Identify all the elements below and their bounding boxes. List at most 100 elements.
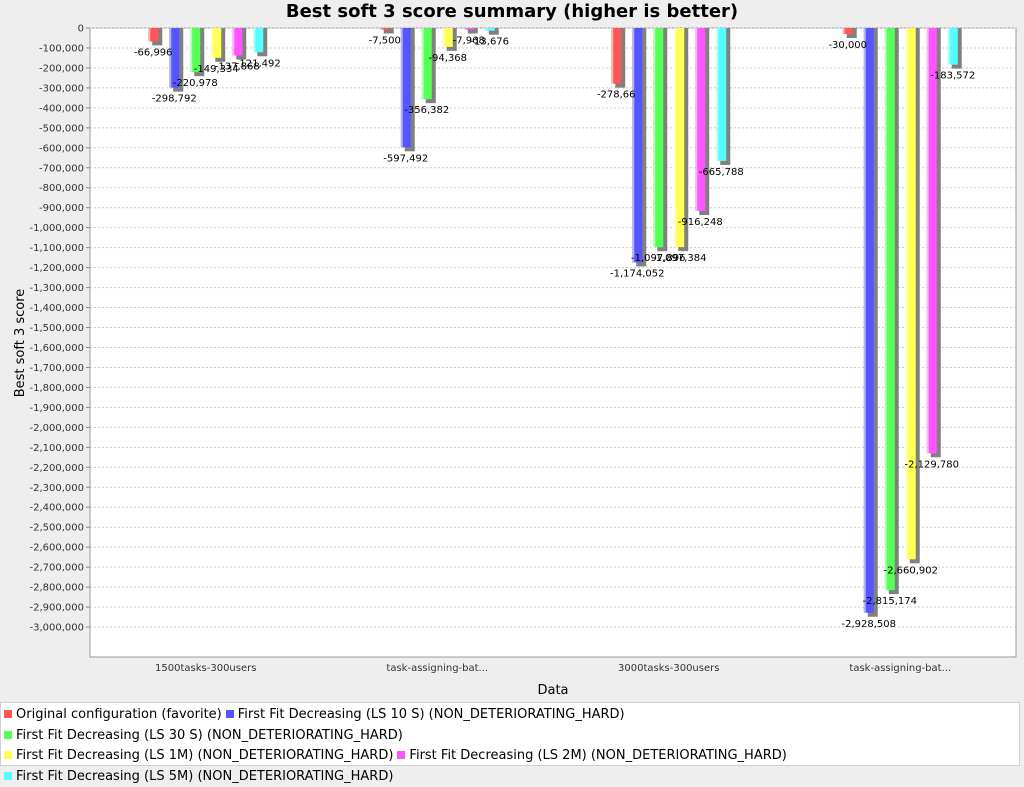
y-tick-label: -1,900,000	[29, 403, 84, 414]
data-label: -13,676	[470, 37, 509, 48]
legend-item: First Fit Decreasing (LS 2M) (NON_DETERI…	[397, 746, 786, 767]
y-tick-label: -2,100,000	[29, 443, 84, 454]
legend-item: First Fit Decreasing (LS 10 S) (NON_DETE…	[226, 705, 625, 726]
data-label: -2,129,780	[904, 459, 959, 470]
data-label: -2,660,902	[883, 565, 938, 576]
legend-item: First Fit Decreasing (LS 30 S) (NON_DETE…	[4, 726, 403, 747]
legend-label: First Fit Decreasing (LS 10 S) (NON_DETE…	[238, 707, 625, 722]
y-tick-label: -1,400,000	[29, 303, 84, 314]
y-tick-label: -2,900,000	[29, 603, 84, 614]
y-tick-label: -1,000,000	[29, 223, 84, 234]
data-label: -121,492	[236, 58, 281, 69]
y-tick-label: -2,400,000	[29, 503, 84, 514]
bar-highlight	[464, 28, 466, 30]
bar-highlight	[232, 28, 234, 56]
bar-highlight	[695, 28, 697, 211]
bar-highlight	[716, 28, 718, 161]
data-label: -2,815,174	[862, 596, 917, 607]
data-label: -278,66	[597, 90, 636, 101]
data-label: -30,000	[828, 40, 867, 51]
y-tick-label: 0	[78, 24, 84, 35]
y-axis-title: Best soft 3 score	[13, 289, 28, 398]
bar-highlight	[864, 28, 866, 613]
legend-swatch	[4, 710, 12, 718]
x-axis-title: Data	[537, 683, 568, 698]
y-tick-label: -2,600,000	[29, 543, 84, 554]
bar-highlight	[632, 28, 634, 262]
y-tick-label: -200,000	[39, 63, 84, 74]
bar-highlight	[380, 28, 382, 29]
y-tick-label: -1,600,000	[29, 343, 84, 354]
bar-highlight	[422, 28, 424, 99]
y-tick-label: -2,700,000	[29, 563, 84, 574]
data-label: -356,382	[404, 105, 449, 116]
data-label: -298,792	[152, 94, 197, 105]
y-tick-label: -3,000,000	[29, 623, 84, 634]
data-label: -94,368	[428, 53, 467, 64]
data-label: -1,097,384	[652, 253, 707, 264]
bar-highlight	[948, 28, 950, 65]
y-tick-label: -2,000,000	[29, 423, 84, 434]
bar-highlight	[674, 28, 676, 247]
data-label: -7,500	[369, 35, 401, 46]
bar-highlight	[906, 28, 908, 559]
bar-highlight	[885, 28, 887, 590]
bar-highlight	[253, 28, 255, 52]
bar-highlight	[653, 28, 655, 247]
y-tick-label: -2,800,000	[29, 583, 84, 594]
legend-swatch	[397, 751, 405, 759]
y-tick-label: -100,000	[39, 43, 84, 54]
category-label: task-assigning-bat...	[386, 663, 488, 674]
legend-swatch	[4, 731, 12, 739]
bar-highlight	[401, 28, 403, 147]
y-tick-label: -1,500,000	[29, 323, 84, 334]
legend-swatch	[226, 710, 234, 718]
legend-label: First Fit Decreasing (LS 2M) (NON_DETERI…	[409, 748, 786, 763]
category-label: 3000tasks-300users	[618, 663, 719, 674]
legend: Original configuration (favorite) First F…	[0, 702, 1020, 766]
y-tick-label: -1,800,000	[29, 383, 84, 394]
data-label: -66,996	[134, 47, 173, 58]
y-tick-label: -900,000	[39, 203, 84, 214]
data-label: -916,248	[678, 217, 723, 228]
legend-swatch	[4, 751, 12, 759]
y-tick-label: -2,500,000	[29, 523, 84, 534]
data-label: -220,978	[173, 78, 218, 89]
y-tick-label: -500,000	[39, 123, 84, 134]
y-tick-label: -1,100,000	[29, 243, 84, 254]
legend-swatch	[4, 772, 12, 780]
y-tick-label: -300,000	[39, 83, 84, 94]
x-axis-categories: 1500tasks-300users task-assigning-bat... 3…	[155, 663, 951, 674]
legend-item: First Fit Decreasing (LS 1M) (NON_DETERI…	[4, 746, 393, 767]
data-label: -183,572	[930, 71, 975, 82]
bar-chart: 0 -100,000 -200,000 -300,000 -400,000 -500,00…	[0, 0, 1024, 702]
data-label: -1,174,052	[610, 268, 665, 279]
y-tick-label: -1,700,000	[29, 363, 84, 374]
legend-label: First Fit Decreasing (LS 30 S) (NON_DETE…	[16, 728, 403, 743]
legend-label: First Fit Decreasing (LS 1M) (NON_DETERI…	[16, 748, 393, 763]
legend-item: First Fit Decreasing (LS 5M) (NON_DETERI…	[4, 767, 393, 787]
category-label: 1500tasks-300users	[155, 663, 256, 674]
data-label: -665,788	[699, 167, 744, 178]
data-label: -597,492	[383, 153, 428, 164]
bar-highlight	[611, 28, 613, 84]
y-tick-label: -600,000	[39, 143, 84, 154]
bar-highlight	[190, 28, 192, 72]
y-tick-label: -400,000	[39, 103, 84, 114]
y-tick-label: -2,200,000	[29, 463, 84, 474]
legend-item: Original configuration (favorite)	[4, 705, 222, 726]
y-tick-label: -700,000	[39, 163, 84, 174]
y-tick-label: -2,300,000	[29, 483, 84, 494]
bar-highlight	[485, 28, 487, 31]
bar-highlight	[927, 28, 929, 453]
category-label: task-assigning-bat...	[849, 663, 951, 674]
y-tick-label: -800,000	[39, 183, 84, 194]
legend-label: First Fit Decreasing (LS 5M) (NON_DETERI…	[16, 769, 393, 784]
legend-label: Original configuration (favorite)	[16, 707, 222, 722]
bar-highlight	[843, 28, 845, 34]
y-tick-label: -1,300,000	[29, 283, 84, 294]
y-tick-label: -1,200,000	[29, 263, 84, 274]
data-label: -2,928,508	[841, 619, 896, 630]
bar-highlight	[443, 28, 445, 47]
y-axis-ticks: 0 -100,000 -200,000 -300,000 -400,000 -500,00…	[29, 24, 90, 634]
